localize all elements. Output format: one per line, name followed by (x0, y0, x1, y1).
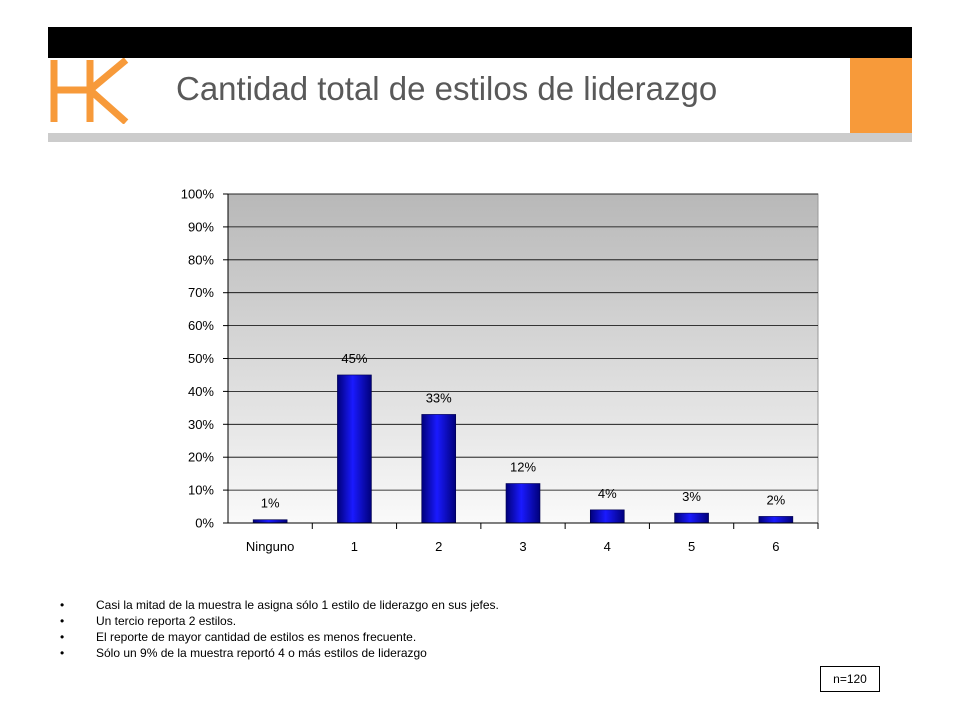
y-tick-label: 90% (188, 219, 214, 234)
x-tick-label: 6 (772, 539, 779, 554)
note-item: Casi la mitad de la muestra le asigna só… (60, 597, 499, 613)
x-tick-label: Ninguno (246, 539, 294, 554)
bar (589, 509, 625, 524)
bar (337, 374, 372, 524)
data-labels: 1% 45% 33% 12% 4% 3% 2% (261, 351, 786, 511)
hk-logo: HK (50, 58, 129, 124)
x-tick-label: 2 (435, 539, 442, 554)
y-axis-tick-labels: 0% 10% 20% 30% 40% 50% 60% 70% 80% 90% 100% (181, 187, 215, 531)
sample-size-badge: n=120 (820, 666, 880, 692)
bar (674, 512, 709, 524)
bars (252, 374, 794, 524)
data-label: 4% (598, 486, 617, 501)
y-tick-label: 60% (188, 318, 214, 333)
bar (421, 414, 457, 524)
gridlines (228, 193, 818, 491)
axes (223, 193, 819, 529)
bar (505, 483, 541, 524)
y-tick-label: 100% (181, 187, 215, 202)
notes-list: Casi la mitad de la muestra le asigna só… (60, 597, 499, 661)
x-axis-tick-labels: Ninguno 1 2 3 4 5 6 (246, 539, 780, 554)
header-gray-rule (48, 133, 912, 142)
y-tick-label: 70% (188, 285, 214, 300)
note-item: Un tercio reporta 2 estilos. (60, 613, 499, 629)
data-label: 3% (682, 489, 701, 504)
x-tick-label: 1 (351, 539, 358, 554)
y-tick-label: 80% (188, 252, 214, 267)
y-tick-label: 50% (188, 351, 214, 366)
page-title: Cantidad total de estilos de liderazgo (176, 70, 718, 107)
data-label: 12% (510, 460, 536, 475)
y-tick-label: 0% (195, 516, 214, 531)
data-label: 33% (426, 390, 452, 405)
header-black-bar (48, 27, 912, 58)
note-item: Sólo un 9% de la muestra reportó 4 o más… (60, 645, 499, 661)
y-tick-label: 30% (188, 417, 214, 432)
y-tick-label: 20% (188, 450, 214, 465)
y-tick-label: 10% (188, 483, 214, 498)
x-tick-label: 4 (604, 539, 611, 554)
note-item: El reporte de mayor cantidad de estilos … (60, 629, 499, 645)
data-label: 2% (766, 492, 785, 507)
y-tick-label: 40% (188, 384, 214, 399)
x-tick-label: 5 (688, 539, 695, 554)
bar (758, 516, 794, 524)
data-label: 45% (341, 351, 367, 366)
header-orange-accent (850, 58, 912, 133)
data-label: 1% (261, 496, 280, 511)
x-tick-label: 3 (519, 539, 526, 554)
